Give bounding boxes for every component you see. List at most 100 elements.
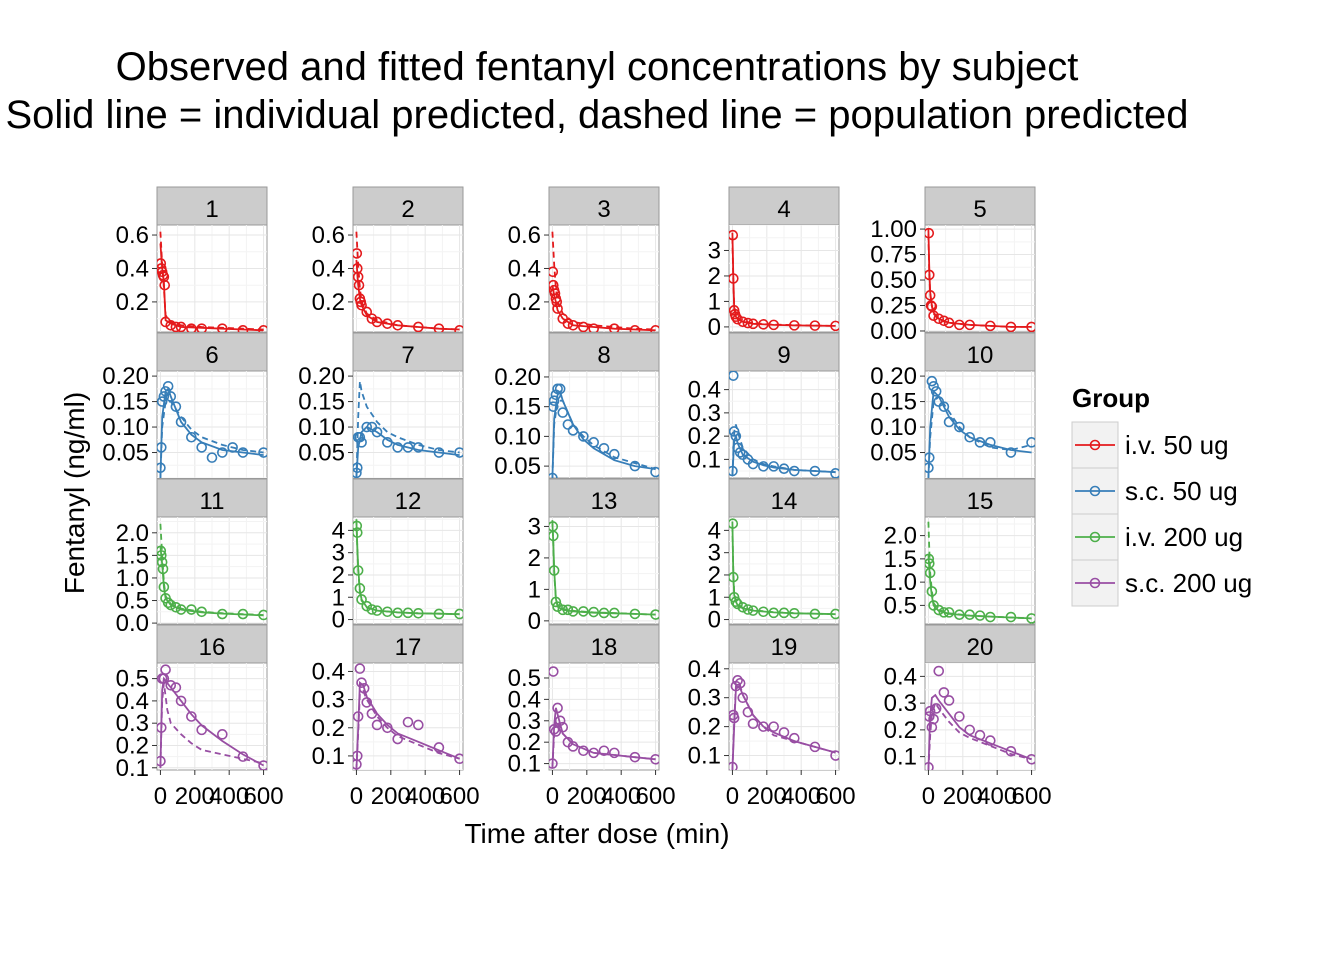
legend-item: i.v. 50 ug [1071, 421, 1229, 469]
observed-point [371, 316, 383, 328]
observed-point [554, 715, 566, 727]
observed-point [165, 391, 177, 402]
observed-point [165, 679, 177, 691]
y-tick-label: 0.2 [312, 715, 345, 742]
series-lines [355, 231, 460, 331]
observed-point [609, 323, 620, 332]
observed-point [974, 729, 986, 741]
y-tick-label: 4 [708, 517, 721, 544]
observed-point [742, 317, 754, 329]
observed-point [186, 323, 197, 332]
y-tick-label: 0.5 [508, 665, 541, 692]
y-tick-label: 0.05 [870, 440, 917, 467]
y-tick-label: 1 [528, 576, 541, 603]
x-tick-label: 0 [922, 783, 935, 810]
y-tick-label: 0.10 [870, 414, 917, 441]
facet-panel-2: 2 0.2 0.4 0.6 [312, 186, 464, 333]
observed-point [157, 563, 169, 575]
y-tick-label: 0.25 [870, 293, 917, 320]
observed-point [650, 754, 659, 765]
series-lines [927, 693, 1032, 770]
observed-point [433, 608, 445, 620]
observed-point [729, 712, 740, 724]
observed-point [552, 702, 563, 714]
observed-point [353, 467, 362, 478]
x-tick-label: 0 [726, 783, 739, 810]
facet-strip-label: 14 [771, 488, 798, 515]
facet-strip-label: 12 [395, 488, 422, 515]
observed-point [729, 571, 739, 583]
observed-point [186, 431, 197, 443]
observed-point [609, 607, 620, 619]
observed-point [196, 606, 207, 618]
observed-point [778, 727, 790, 738]
observed-point [809, 741, 821, 753]
observed-point [768, 721, 779, 732]
observed-point [562, 318, 574, 329]
observed-point [954, 711, 965, 722]
observed-points [353, 520, 463, 620]
y-tick-label: 0.3 [884, 690, 917, 717]
observed-point [925, 762, 934, 770]
legend-key-point [1089, 485, 1101, 497]
facet-strip [924, 478, 1036, 518]
observed-points [729, 229, 839, 332]
individual-predicted-line [551, 707, 656, 768]
observed-point [598, 745, 610, 757]
observed-point [609, 747, 620, 759]
y-tick-label: 0.1 [688, 446, 721, 473]
y-tick-label: 1.0 [884, 569, 917, 596]
observed-points [353, 421, 463, 478]
y-tick-label: 0.3 [312, 687, 345, 714]
legend-items: i.v. 50 ug s.c. 50 ug i.v. 200 ug s.c. 200 … [1071, 421, 1252, 607]
y-tick-label: 1 [708, 288, 721, 315]
observed-point [354, 583, 366, 594]
observed-point [549, 758, 558, 769]
facet-strip-label: 8 [597, 342, 610, 369]
x-tick-label: 0 [350, 783, 363, 810]
observed-point [985, 437, 996, 448]
facet-strip-label: 15 [967, 488, 994, 515]
observed-point [549, 266, 559, 278]
observed-point [433, 447, 445, 458]
observed-point [353, 462, 363, 474]
observed-point [366, 604, 378, 615]
observed-point [925, 290, 936, 301]
y-tick-label: 0 [332, 607, 345, 634]
observed-point [217, 729, 228, 740]
individual-predicted-line [159, 546, 264, 617]
y-tick-label: 0.10 [102, 414, 149, 441]
individual-predicted-line [355, 260, 460, 331]
y-tick-label: 0.4 [508, 255, 541, 282]
observed-point [170, 601, 182, 613]
series-lines [355, 381, 460, 478]
observed-point [175, 695, 187, 707]
observed-point [964, 609, 975, 620]
facet-strip [728, 332, 840, 372]
observed-point [598, 442, 610, 454]
observed-point [549, 666, 559, 677]
observed-point [734, 447, 746, 458]
y-tick-label: 0.15 [870, 389, 917, 416]
observed-point [758, 606, 769, 618]
observed-point [729, 518, 739, 529]
y-tick-label: 0.20 [870, 363, 917, 390]
observed-point [964, 724, 975, 736]
observed-point [925, 567, 936, 579]
observed-points [157, 258, 267, 332]
grid-lines [549, 225, 659, 332]
y-tick-label: 0.4 [884, 663, 917, 690]
facet-strip-label: 16 [199, 634, 226, 661]
x-tick-label: 200 [747, 783, 787, 810]
observed-point [392, 320, 403, 331]
population-predicted-line [927, 701, 1032, 770]
observed-point [454, 325, 463, 332]
observed-point [557, 604, 569, 616]
observed-point [758, 319, 769, 330]
observed-point [237, 608, 249, 620]
facet-strip [548, 478, 660, 518]
observed-point [943, 695, 955, 706]
